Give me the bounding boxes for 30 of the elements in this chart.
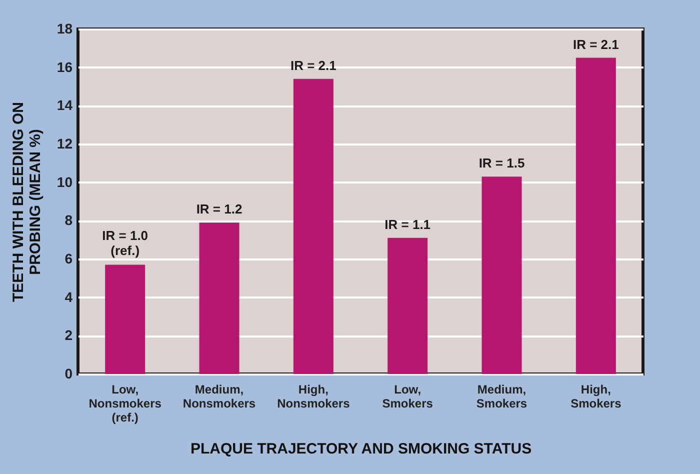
x-axis-title: PLAQUE TRAJECTORY AND SMOKING STATUS	[190, 440, 532, 458]
bar	[293, 78, 334, 374]
y-tick-label: 4	[64, 288, 73, 305]
y-tick-label: 2	[64, 327, 73, 344]
bar	[199, 222, 240, 374]
y-tick-label: 10	[56, 174, 73, 190]
annotation: IR = 1.0 (ref.)	[102, 228, 148, 258]
x-tick-label: High, Nonsmokers	[277, 382, 350, 410]
x-tick-label: High, Smokers	[570, 382, 622, 410]
annotation: IR = 1.2	[196, 202, 242, 217]
x-tick-label: Low, Nonsmokers (ref.)	[88, 382, 162, 424]
x-tick-label: Medium, Smokers	[476, 382, 528, 410]
y-tick-label: 0	[64, 366, 73, 382]
bar	[482, 176, 522, 374]
y-tick-label: 6	[64, 250, 73, 266]
y-tick-label: 18	[56, 20, 73, 36]
y-tick-label: 12	[56, 136, 73, 152]
annotation: IR = 1.5	[478, 156, 525, 171]
y-tick-label: 16	[56, 58, 73, 75]
bar	[576, 58, 616, 374]
bar	[388, 238, 428, 374]
annotation: IR = 2.1	[290, 58, 336, 73]
annotation: IR = 2.1	[572, 36, 619, 52]
y-axis-title: TEETH WITH BLEEDING ON PROBING (MEAN %)	[10, 102, 44, 302]
y-tick-label: 8	[64, 212, 73, 228]
y-tick-label: 14	[56, 97, 73, 114]
x-tick-label: Medium, Nonsmokers	[182, 382, 256, 410]
x-tick-label: Low, Smokers	[382, 382, 434, 410]
annotation: IR = 1.1	[384, 216, 431, 232]
bar	[105, 264, 146, 374]
